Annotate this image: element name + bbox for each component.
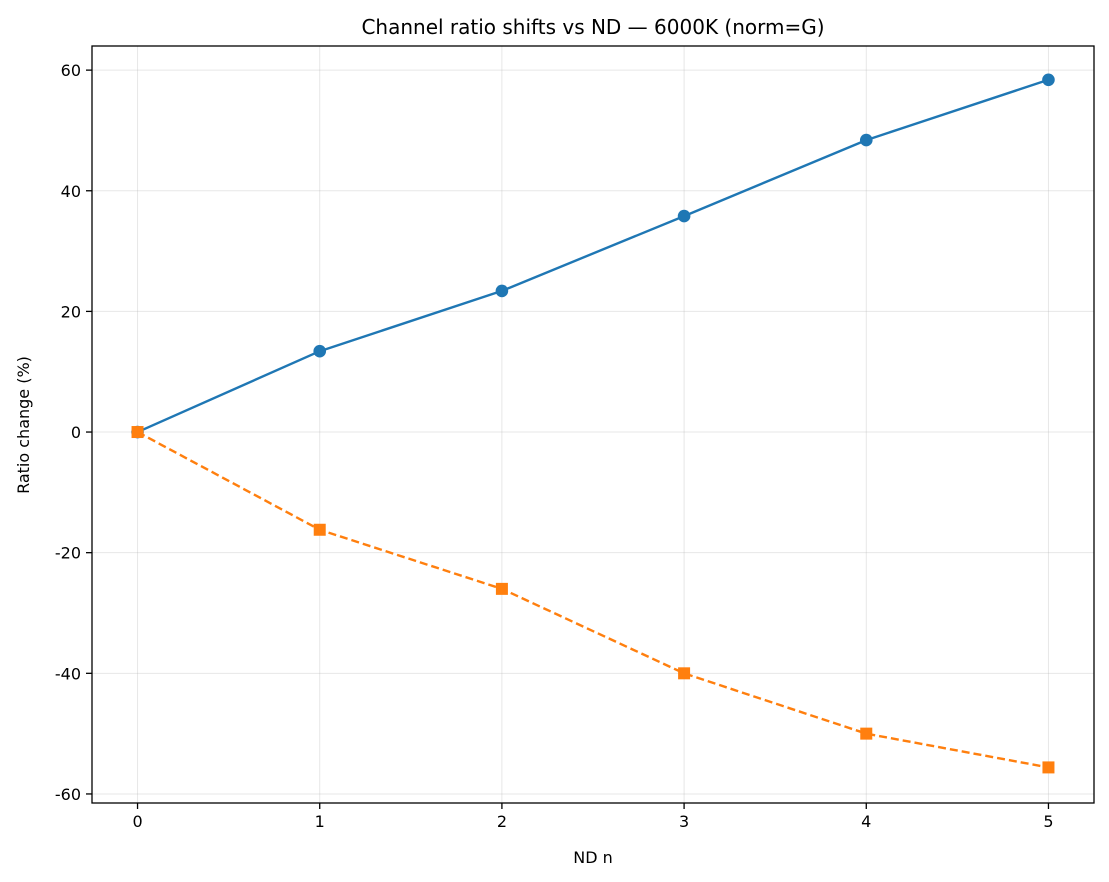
y-tick-label: 20 xyxy=(61,302,81,321)
series-2-point xyxy=(313,523,326,536)
grid xyxy=(92,46,1094,803)
series-2-point xyxy=(495,582,508,595)
series-2-point xyxy=(860,727,873,740)
x-tick-label: 2 xyxy=(497,812,507,831)
x-tick-label: 3 xyxy=(679,812,689,831)
x-tick-label: 5 xyxy=(1043,812,1053,831)
y-axis-label: Ratio change (%) xyxy=(14,356,33,494)
series-1-point xyxy=(859,133,873,147)
series-1-point xyxy=(495,284,509,298)
y-tick-label: 0 xyxy=(71,423,81,442)
x-tick-label: 1 xyxy=(315,812,325,831)
series-1-line xyxy=(137,78,1049,434)
series-1-point xyxy=(313,344,327,358)
y-tick-label: 40 xyxy=(61,182,81,201)
series-2 xyxy=(131,426,1055,774)
y-tick-label: -20 xyxy=(55,544,81,563)
y-tick-label: -60 xyxy=(55,785,81,804)
y-tick-label: 60 xyxy=(61,61,81,80)
series-1-point xyxy=(677,209,691,223)
series-2-line xyxy=(136,430,1049,769)
series-1 xyxy=(131,73,1055,439)
y-tick-label: -40 xyxy=(55,664,81,683)
ticks: 0 1 2 3 4 5 60 40 20 0 -20 -40 -60 xyxy=(55,61,1054,831)
chart-title: Channel ratio shifts vs ND — 6000K (norm… xyxy=(361,15,824,39)
series-2-point xyxy=(1042,761,1055,774)
series-1-point xyxy=(1042,73,1055,87)
x-tick-label: 4 xyxy=(861,812,871,831)
x-axis-label: ND n xyxy=(573,848,613,867)
series-2-point xyxy=(131,426,144,439)
series-2-point xyxy=(678,667,691,680)
x-tick-label: 0 xyxy=(132,812,142,831)
plot-frame xyxy=(91,45,1095,804)
series-layer xyxy=(131,73,1055,774)
